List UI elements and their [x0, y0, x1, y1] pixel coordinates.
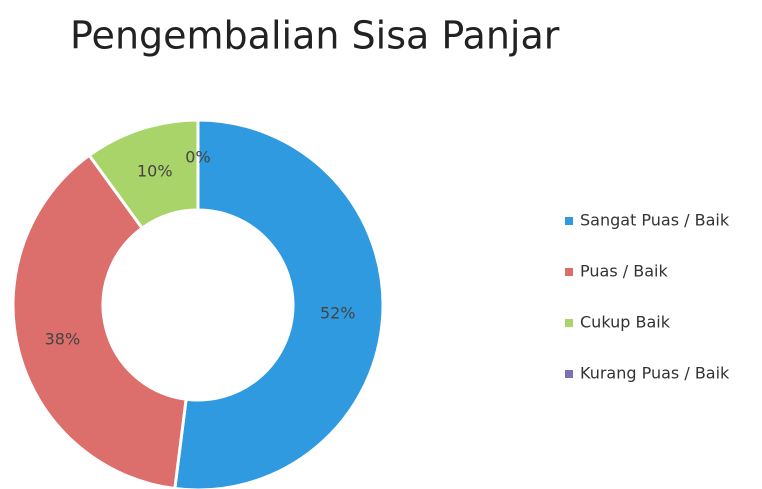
- slice: [173, 118, 385, 489]
- legend-label: Cukup Baik: [580, 313, 671, 332]
- data-label: 38%: [45, 329, 81, 348]
- legend-swatch: [565, 370, 573, 378]
- legend-swatch: [565, 268, 573, 276]
- legend-label: Kurang Puas / Baik: [580, 364, 730, 383]
- legend-swatch: [565, 319, 573, 327]
- legend-label: Puas / Baik: [580, 262, 668, 281]
- slice: [11, 153, 188, 489]
- data-label: 0%: [185, 148, 210, 167]
- legend-label: Sangat Puas / Baik: [580, 211, 730, 230]
- data-label: 52%: [320, 303, 356, 322]
- data-label: 10%: [137, 161, 173, 180]
- legend-swatch: [565, 217, 573, 225]
- chart-title: Pengembalian Sisa Panjar: [70, 14, 560, 58]
